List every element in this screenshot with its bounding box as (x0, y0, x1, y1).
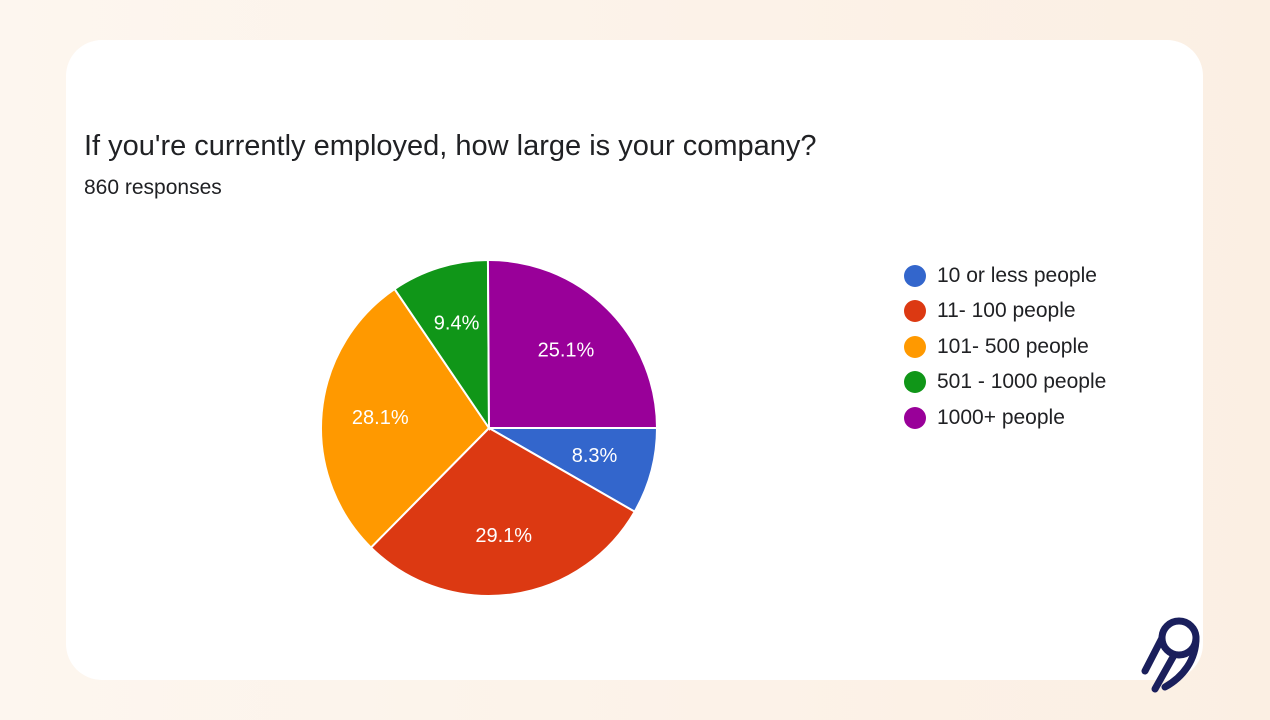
legend-swatch (904, 406, 926, 429)
legend-swatch (904, 371, 926, 394)
legend-label: 501 - 1000 people (937, 370, 1107, 394)
chart-legend: 10 or less people 11- 100 people 101- 50… (904, 258, 1106, 436)
slice-label: 29.1% (475, 525, 532, 547)
legend-swatch (904, 335, 926, 358)
legend-item[interactable]: 1000+ people (904, 400, 1106, 436)
legend-label: 11- 100 people (937, 299, 1076, 323)
legend-label: 1000+ people (937, 405, 1065, 429)
legend-label: 10 or less people (937, 263, 1097, 287)
slice-label: 25.1% (538, 340, 595, 362)
legend-label: 101- 500 people (937, 334, 1089, 358)
brand-logo-icon (1141, 617, 1200, 693)
pie-slice[interactable] (320, 287, 491, 549)
slice-label: 9.4% (434, 313, 480, 335)
pie-slice[interactable] (486, 259, 659, 429)
pie-slice[interactable] (393, 258, 491, 432)
legend-swatch (904, 264, 926, 287)
slice-label: 28.1% (352, 407, 409, 429)
legend-item[interactable]: 101- 500 people (904, 329, 1106, 365)
response-count: 860 responses (84, 176, 222, 199)
pie-slice[interactable] (369, 426, 637, 597)
legend-item[interactable]: 11- 100 people (904, 294, 1106, 330)
slice-label: 8.3% (572, 445, 618, 467)
legend-item[interactable]: 501 - 1000 people (904, 365, 1106, 401)
pie-slice[interactable] (485, 427, 659, 514)
chart-title: If you're currently employed, how large … (84, 130, 817, 162)
legend-item[interactable]: 10 or less people (904, 258, 1106, 294)
legend-swatch (904, 300, 926, 323)
